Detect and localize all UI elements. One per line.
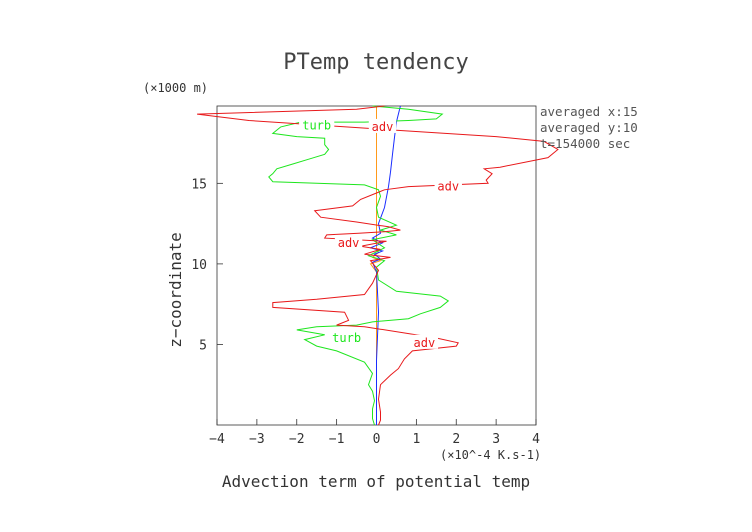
series-labels: turb turb adv adv adv adv [299,117,462,350]
series-label-turb: turb [302,118,331,132]
y-ticks: 5 10 15 [191,177,223,353]
annotation-averaged-y: averaged y:10 [540,120,638,135]
x-tick-label: −1 [329,432,345,447]
series-label-bg [434,178,462,193]
x-tick-label: 0 [373,432,381,447]
x-tick-label: −2 [289,432,305,447]
annotation-averaged-x: averaged x:15 [540,104,638,119]
x-tick-label: −4 [209,432,225,447]
chart-title: PTemp tendency [283,50,468,75]
series-label-adv: adv [372,120,394,134]
x-axis-unit: (×10^-4 K.s-1) [440,448,541,462]
y-tick-label: 5 [199,338,207,353]
series-label-bg [334,234,363,249]
series-label-bg [299,117,335,132]
series-line-adv [197,105,559,426]
series-label-adv: adv [414,336,436,350]
x-tick-label: 3 [492,432,500,447]
x-tick-label: 1 [412,432,420,447]
x-ticks: −4 −3 −2 −1 0 1 2 3 4 [209,419,540,447]
series-label-adv: adv [437,180,459,194]
annotation-box: averaged x:15 averaged y:10 t=154000 sec [540,104,638,151]
annotation-time: t=154000 sec [540,136,630,151]
series-layer [197,105,559,426]
x-axis-label: Advection term of potential temp [222,472,530,491]
series-label-bg [410,334,439,349]
series-label-adv: adv [338,236,360,250]
y-axis-label: z−coordinate [166,232,185,348]
series-label-turb: turb [332,331,361,345]
series-label-bg [328,330,365,344]
series-label-bg [368,118,397,133]
x-tick-label: 2 [452,432,460,447]
x-tick-label: 4 [532,432,540,447]
y-axis-unit: (×1000 m) [143,81,208,95]
y-tick-label: 10 [191,258,207,273]
series-line-turb [268,105,450,426]
x-tick-label: −3 [249,432,265,447]
y-tick-label: 15 [191,177,207,192]
